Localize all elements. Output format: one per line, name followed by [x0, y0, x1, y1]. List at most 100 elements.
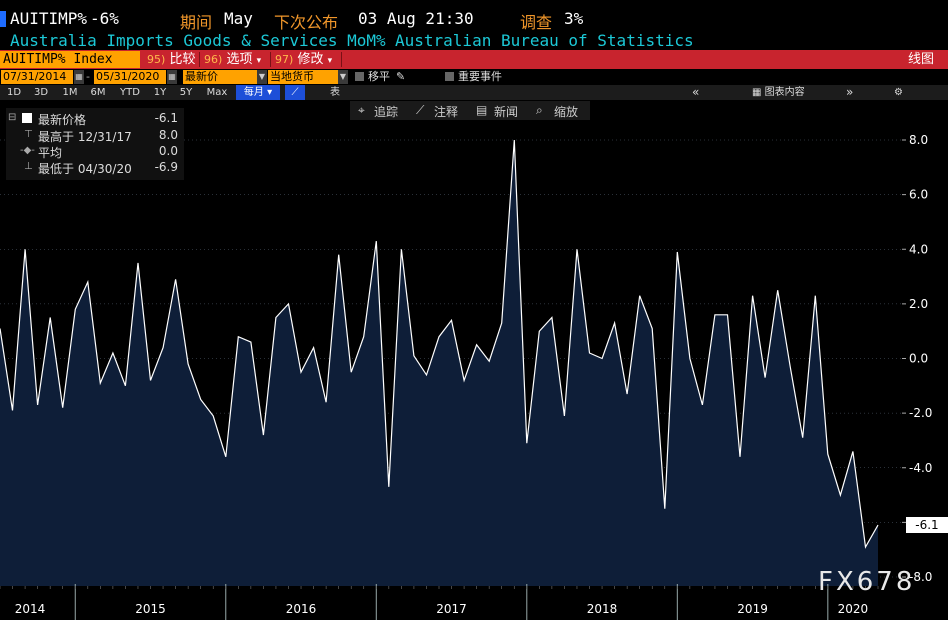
range-6m-button[interactable]: 6M	[90, 87, 106, 98]
y-tick-label: 6.0	[909, 188, 928, 202]
range-max-button[interactable]: Max	[206, 87, 228, 98]
function-toolbar: AUITIMP% Index 95) 比较 96) 选项 ▾ 97) 修改 ▾ …	[0, 50, 948, 69]
legend-last-value: -6.1	[154, 111, 178, 125]
legend-avg-label: 平均	[38, 146, 63, 160]
chart-content-icon: ▦	[752, 87, 762, 98]
series-swatch	[22, 113, 32, 123]
y-tick-label: -8.0	[909, 570, 932, 584]
toolbar-divider	[341, 52, 342, 67]
x-tick-label: 2014	[15, 602, 46, 616]
security-description: Australia Imports Goods & Services MoM%	[10, 31, 386, 50]
x-tick-label: 2020	[838, 602, 869, 616]
compare-button[interactable]: 95) 比较	[147, 50, 195, 69]
chevron-down-icon: ▾	[256, 56, 262, 66]
compare-label: 比较	[169, 52, 196, 67]
search-icon[interactable]: ⌕	[536, 103, 543, 117]
events-checkbox[interactable]	[445, 72, 454, 81]
date-range-row: 07/31/2014 ▦ - 05/31/2020 ▦ 最新价 ▼ 当地货币 ▼…	[0, 69, 948, 85]
table-label[interactable]: 表	[330, 87, 340, 98]
legend-avg-row: -◆- 平均 0.0	[6, 144, 184, 160]
security-subheader: Australia Imports Goods & Services MoM% …	[0, 30, 948, 50]
toolbar-divider	[270, 52, 271, 67]
chart-type-label[interactable]: 线图	[908, 52, 935, 67]
range-5y-button[interactable]: 5Y	[179, 87, 193, 98]
ticker-symbol[interactable]: AUITIMP%	[10, 9, 88, 28]
x-tick-label: 2015	[135, 602, 166, 616]
expand-icon[interactable]: ⊟	[8, 112, 17, 123]
options-label: 选项	[226, 52, 253, 67]
x-tick-label: 2018	[587, 602, 618, 616]
legend-high-label: 最高于 12/31/17	[38, 130, 132, 144]
start-date-field[interactable]: 07/31/2014	[1, 70, 73, 84]
x-axis: 2014 2015 2016 2017 2018 2019 2020	[0, 584, 948, 620]
y-tick-label: 8.0	[909, 133, 928, 147]
y-tick-label: 2.0	[909, 297, 928, 311]
compare-num: 95)	[147, 53, 166, 66]
edit-label: 修改	[297, 52, 324, 67]
data-source: Australian Bureau of Statistics	[395, 31, 694, 50]
x-axis-band	[0, 586, 948, 620]
legend-last-label: 最新价格	[38, 113, 87, 127]
end-date-field[interactable]: 05/31/2020	[94, 70, 166, 84]
frequency-select[interactable]: 每月 ▾	[236, 85, 280, 100]
chart-content-button[interactable]: ▦ 图表内容	[752, 85, 805, 100]
legend-avg-value: 0.0	[158, 144, 178, 158]
chart-tools-bar: ⌖ 追踪 ⟋ 注释 ▤ 新闻 ⌕ 缩放	[350, 101, 590, 120]
edit-num: 97)	[275, 53, 294, 66]
survey-label: 调查	[520, 13, 553, 32]
annotate-button[interactable]: 注释	[434, 105, 459, 119]
edit-button[interactable]: 97) 修改 ▾	[275, 50, 332, 69]
chevron-down-icon[interactable]: ▼	[338, 70, 348, 84]
legend-low-label: 最低于 04/30/20	[38, 162, 132, 176]
legend-last-row: ⊟ 最新价格 -6.1	[6, 111, 184, 127]
calendar-icon[interactable]: ▦	[167, 70, 177, 84]
pencil-icon[interactable]: ✎	[396, 70, 406, 83]
range-1y-button[interactable]: 1Y	[153, 87, 167, 98]
collapse-left-icon[interactable]: «	[692, 85, 700, 99]
y-tick-label: -2.0	[909, 406, 932, 420]
y-tick-label: 0.0	[909, 352, 928, 366]
period-value: May	[224, 9, 253, 28]
frequency-label: 每月	[243, 87, 264, 98]
options-num: 96)	[204, 53, 223, 66]
calendar-icon[interactable]: ▦	[74, 70, 84, 84]
y-axis: 8.06.04.02.00.0-2.0-4.0-6.0-8.0	[902, 133, 932, 584]
range-row: 1D 3D 1M 6M YTD 1Y 5Y Max 每月 ▾ ⟋ 表 « ▦ 图…	[0, 85, 948, 100]
series-line	[0, 139, 879, 549]
range-1d-button[interactable]: 1D	[6, 87, 22, 98]
events-label: 重要事件	[458, 70, 502, 83]
period-label: 期间	[180, 13, 213, 32]
high-marker-icon: ⊤	[24, 129, 33, 140]
options-button[interactable]: 96) 选项 ▾	[204, 50, 261, 69]
x-tick-label: 2019	[737, 602, 768, 616]
chevron-down-icon[interactable]: ▼	[257, 70, 267, 84]
next-release-label: 下次公布	[274, 13, 339, 32]
news-button[interactable]: 新闻	[494, 105, 519, 119]
currency-select[interactable]: 当地货币	[268, 70, 340, 84]
gear-icon[interactable]: ⚙	[894, 87, 903, 98]
price-field-select[interactable]: 最新价	[183, 70, 263, 84]
track-button[interactable]: 追踪	[374, 105, 399, 119]
chart-legend[interactable]: ⊟ 最新价格 -6.1 ⊤ 最高于 12/31/17 8.0 -◆- 平均 0.…	[6, 108, 184, 180]
news-icon[interactable]: ▤	[476, 103, 488, 117]
y-tick-label: -4.0	[909, 461, 932, 475]
range-3d-button[interactable]: 3D	[33, 87, 49, 98]
zoom-button[interactable]: 缩放	[554, 105, 579, 119]
crosshair-icon[interactable]: ⌖	[358, 103, 365, 117]
last-change: -6%	[90, 9, 119, 28]
watermark-logo: FX678	[818, 567, 916, 597]
range-1m-button[interactable]: 1M	[62, 87, 78, 98]
collapse-right-icon[interactable]: »	[846, 85, 854, 99]
line-chart-icon[interactable]: ⟋	[285, 85, 305, 100]
chart-content-label: 图表内容	[764, 87, 805, 98]
line-chart[interactable]: 8.06.04.02.00.0-2.0-4.0-6.0-8.0 20142015…	[0, 100, 948, 620]
range-ytd-button[interactable]: YTD	[120, 87, 140, 98]
last-value-tag: -6.1	[906, 517, 948, 533]
security-input[interactable]: AUITIMP% Index	[0, 51, 140, 68]
y-tick-label: 4.0	[909, 242, 928, 256]
legend-low-row: ⊥ 最低于 04/30/20 -6.9	[6, 160, 184, 176]
low-marker-icon: ⊥	[24, 161, 33, 172]
move-checkbox[interactable]	[355, 72, 364, 81]
annotate-icon[interactable]: ⟋	[416, 103, 425, 117]
date-separator: -	[86, 70, 90, 83]
